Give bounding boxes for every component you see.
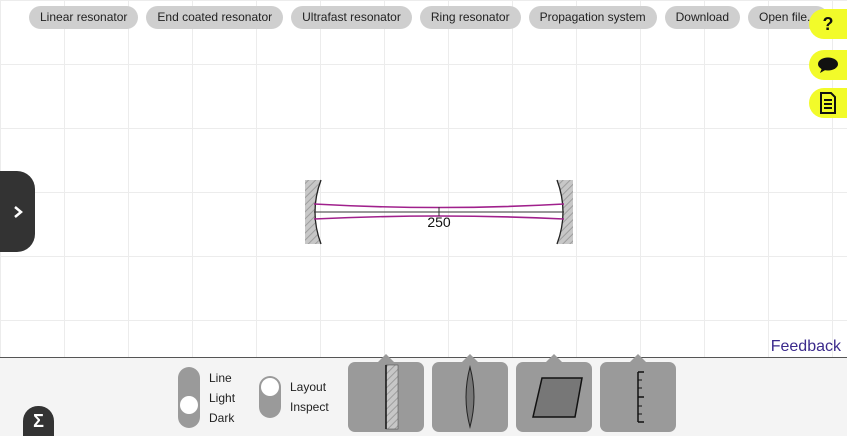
mirror-icon bbox=[385, 364, 399, 430]
download-button[interactable]: Download bbox=[664, 6, 741, 29]
lens-tool[interactable] bbox=[432, 354, 508, 432]
theme-toggle-labels: Line Light Dark bbox=[209, 368, 235, 428]
document-icon bbox=[820, 92, 836, 114]
mode-option-layout[interactable]: Layout bbox=[290, 380, 327, 394]
notes-tab[interactable] bbox=[809, 88, 847, 118]
distance-label: 250 bbox=[427, 214, 451, 230]
ruler-tool[interactable] bbox=[600, 354, 676, 432]
crystal-icon bbox=[532, 377, 583, 418]
mirror-tool[interactable] bbox=[348, 354, 424, 432]
lens-icon bbox=[465, 365, 475, 429]
theme-toggle[interactable] bbox=[178, 367, 200, 428]
preset-ultrafast-resonator-button[interactable]: Ultrafast resonator bbox=[291, 6, 412, 29]
theme-option-line[interactable]: Line bbox=[209, 371, 232, 385]
theme-toggle-knob bbox=[180, 396, 198, 414]
bottom-panel: Σ Line Light Dark Layout Inspect bbox=[0, 354, 847, 436]
ruler-icon bbox=[637, 371, 644, 423]
mode-toggle[interactable] bbox=[259, 376, 281, 418]
speech-bubble-icon bbox=[818, 57, 838, 73]
theme-option-dark[interactable]: Dark bbox=[209, 411, 235, 425]
drawer-toggle-button[interactable] bbox=[0, 171, 35, 252]
help-tab[interactable]: ? bbox=[809, 9, 847, 39]
resonator-canvas[interactable]: 250 bbox=[0, 0, 847, 357]
feedback-link[interactable]: Feedback bbox=[770, 338, 841, 355]
preset-end-coated-resonator-button[interactable]: End coated resonator bbox=[146, 6, 284, 29]
mode-option-inspect[interactable]: Inspect bbox=[290, 400, 329, 414]
beam-path bbox=[313, 203, 565, 220]
preset-ring-resonator-button[interactable]: Ring resonator bbox=[419, 6, 521, 29]
theme-option-light[interactable]: Light bbox=[209, 391, 236, 405]
mode-toggle-labels: Layout Inspect bbox=[290, 377, 329, 417]
preset-linear-resonator-button[interactable]: Linear resonator bbox=[29, 6, 139, 29]
crystal-tool[interactable] bbox=[516, 354, 592, 432]
chevron-right-icon bbox=[13, 205, 23, 218]
open-file-button[interactable]: Open file... bbox=[748, 6, 829, 29]
mode-toggle-knob bbox=[261, 378, 279, 396]
preset-propagation-system-button[interactable]: Propagation system bbox=[528, 6, 657, 29]
preset-toolbar: Linear resonator End coated resonator Ul… bbox=[29, 6, 829, 29]
chat-tab[interactable] bbox=[809, 50, 847, 80]
sigma-button[interactable]: Σ bbox=[23, 406, 54, 436]
question-mark-icon: ? bbox=[822, 13, 834, 34]
